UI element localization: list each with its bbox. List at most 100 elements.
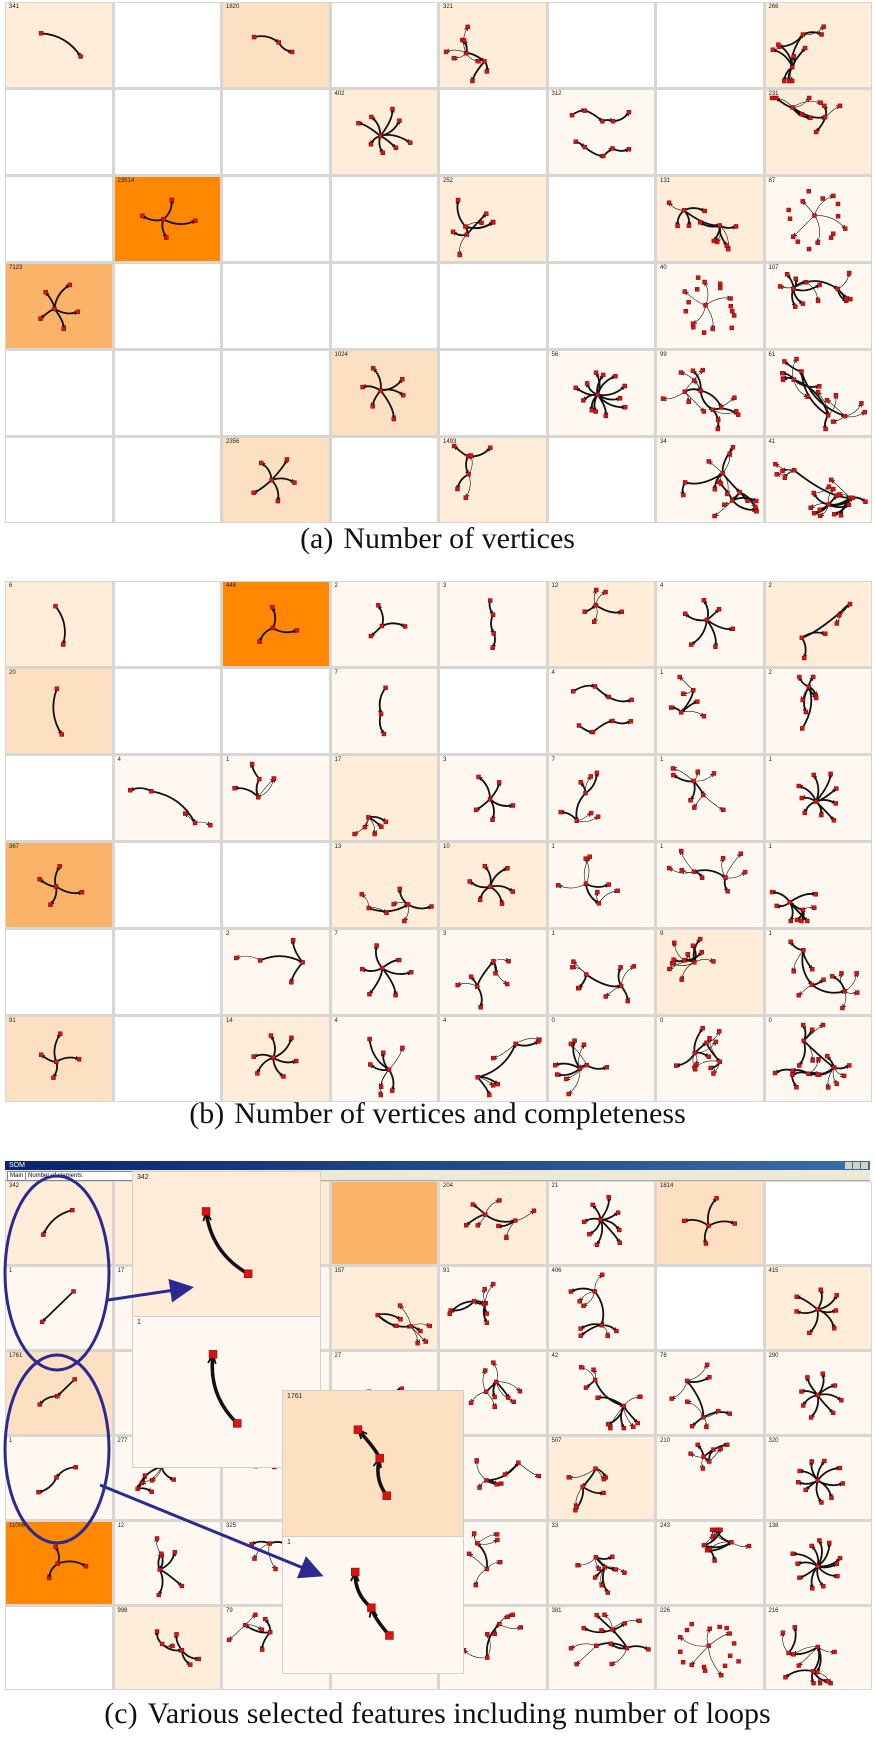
som-cell[interactable] xyxy=(6,756,112,840)
som-cell[interactable]: 226 xyxy=(657,1607,763,1689)
som-cell[interactable] xyxy=(440,90,546,174)
som-cell[interactable]: 1493 xyxy=(440,438,546,522)
som-cell[interactable]: 3 xyxy=(440,756,546,840)
som-cell[interactable]: 1 xyxy=(548,930,654,1014)
som-cell[interactable]: 12 xyxy=(114,1522,220,1604)
som-cell[interactable] xyxy=(6,351,112,435)
som-cell[interactable] xyxy=(548,438,654,522)
som-cell[interactable] xyxy=(6,90,112,174)
som-cell[interactable] xyxy=(114,264,220,348)
som-cell[interactable]: 1 xyxy=(765,756,871,840)
som-cell[interactable]: 42 xyxy=(548,1352,654,1434)
som-cell[interactable] xyxy=(657,90,763,174)
som-cell[interactable]: 34 xyxy=(657,438,763,522)
som-cell[interactable]: 1 xyxy=(765,843,871,927)
som-cell[interactable]: 1 xyxy=(6,1437,112,1519)
som-cell[interactable]: 0 xyxy=(657,1017,763,1101)
som-cell[interactable] xyxy=(114,3,220,87)
close-icon[interactable] xyxy=(861,1162,868,1169)
som-cell[interactable]: 367 xyxy=(6,843,112,927)
som-cell[interactable]: 342 xyxy=(6,1182,112,1264)
som-cell[interactable]: 448 xyxy=(223,582,329,666)
som-cell[interactable]: 998 xyxy=(114,1607,220,1689)
som-cell[interactable]: 1 xyxy=(657,669,763,753)
som-cell[interactable]: 2356 xyxy=(223,438,329,522)
som-cell[interactable]: 0 xyxy=(765,1017,871,1101)
som-cell[interactable]: 381 xyxy=(548,1607,654,1689)
som-cell[interactable] xyxy=(223,351,329,435)
som-cell[interactable]: 33 xyxy=(548,1522,654,1604)
som-cell[interactable] xyxy=(223,90,329,174)
som-cell[interactable] xyxy=(114,351,220,435)
som-cell[interactable]: 11006 xyxy=(6,1522,112,1604)
feature-select[interactable]: Number of elements xyxy=(25,1171,149,1181)
som-cell[interactable] xyxy=(548,3,654,87)
som-cell[interactable]: 99 xyxy=(657,351,763,435)
som-cell[interactable]: 406 xyxy=(548,1267,654,1349)
som-cell[interactable]: 243 xyxy=(657,1522,763,1604)
main-menu-button[interactable]: Main xyxy=(7,1171,27,1181)
som-cell[interactable] xyxy=(331,438,437,522)
som-cell[interactable]: 2 xyxy=(765,669,871,753)
som-cell[interactable]: 252 xyxy=(440,177,546,261)
som-cell[interactable]: 210 xyxy=(657,1437,763,1519)
som-cell[interactable]: 1 xyxy=(657,756,763,840)
som-cell[interactable]: 1761 xyxy=(6,1352,112,1434)
som-cell[interactable]: 7 xyxy=(548,756,654,840)
som-cell[interactable]: 13 xyxy=(331,843,437,927)
som-cell[interactable] xyxy=(765,1182,871,1264)
som-cell[interactable] xyxy=(331,177,437,261)
som-cell[interactable]: 40 xyxy=(657,264,763,348)
som-cell[interactable] xyxy=(223,669,329,753)
som-cell[interactable]: 9 xyxy=(657,930,763,1014)
som-cell[interactable]: 231 xyxy=(765,90,871,174)
som-cell[interactable] xyxy=(114,843,220,927)
som-cell[interactable] xyxy=(6,177,112,261)
som-cell[interactable] xyxy=(6,1607,112,1689)
som-cell[interactable]: 204 xyxy=(440,1182,546,1264)
minimize-icon[interactable] xyxy=(845,1162,852,1169)
som-cell[interactable]: 0 xyxy=(548,1017,654,1101)
som-cell[interactable]: 1820 xyxy=(223,3,329,87)
som-cell[interactable] xyxy=(114,930,220,1014)
som-cell[interactable]: 4 xyxy=(657,582,763,666)
som-cell[interactable]: 87 xyxy=(765,177,871,261)
som-cell[interactable]: 131 xyxy=(657,177,763,261)
som-cell[interactable] xyxy=(114,438,220,522)
som-cell[interactable]: 1 xyxy=(6,1267,112,1349)
som-cell[interactable] xyxy=(114,582,220,666)
som-cell[interactable]: 2 xyxy=(331,582,437,666)
som-cell[interactable] xyxy=(548,264,654,348)
som-cell[interactable]: 138 xyxy=(765,1522,871,1604)
som-cell[interactable] xyxy=(331,1182,437,1264)
som-cell[interactable] xyxy=(223,177,329,261)
som-cell[interactable]: 507 xyxy=(548,1437,654,1519)
som-cell[interactable]: 1 xyxy=(223,756,329,840)
som-cell[interactable]: 41 xyxy=(765,438,871,522)
som-cell[interactable]: 3 xyxy=(440,582,546,666)
som-cell[interactable]: 7123 xyxy=(6,264,112,348)
som-cell[interactable]: 107 xyxy=(765,264,871,348)
som-cell[interactable]: 6 xyxy=(6,582,112,666)
som-cell[interactable]: 91 xyxy=(440,1267,546,1349)
som-cell[interactable]: 14 xyxy=(223,1017,329,1101)
som-cell[interactable]: 320 xyxy=(765,1437,871,1519)
som-cell[interactable]: 56 xyxy=(548,351,654,435)
som-cell[interactable] xyxy=(6,438,112,522)
som-cell[interactable]: 341 xyxy=(6,3,112,87)
som-cell[interactable] xyxy=(331,3,437,87)
som-cell[interactable]: 290 xyxy=(765,1352,871,1434)
som-cell[interactable]: 216 xyxy=(765,1607,871,1689)
som-cell[interactable]: 1 xyxy=(548,843,654,927)
som-cell[interactable] xyxy=(223,264,329,348)
som-cell[interactable] xyxy=(114,90,220,174)
som-cell[interactable]: 7 xyxy=(331,930,437,1014)
som-cell[interactable] xyxy=(440,351,546,435)
som-cell[interactable]: 12 xyxy=(548,582,654,666)
som-cell[interactable]: 4 xyxy=(331,1017,437,1101)
som-cell[interactable] xyxy=(331,264,437,348)
som-cell[interactable]: 415 xyxy=(765,1267,871,1349)
maximize-icon[interactable] xyxy=(853,1162,860,1169)
som-cell[interactable]: 2 xyxy=(765,582,871,666)
som-cell[interactable]: 402 xyxy=(331,90,437,174)
